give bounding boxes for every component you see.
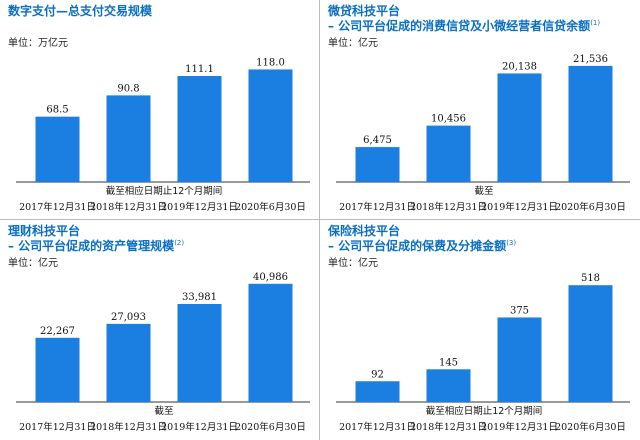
bar-value-label: 90.8 [117,83,139,94]
bar-value-label: 518 [581,273,600,284]
bar-value-label: 145 [439,357,458,368]
footnote-mark: (3) [506,239,517,247]
bar-chart-payments: 68.5 2017年12月31日 90.8 2018年12月31日 111.1 2019年… [16,57,310,213]
chart-subtitle: – 公司平台促成的消费信贷及小微经营者信贷余额(1) [328,17,600,34]
chart-title: 保险科技平台 [328,224,401,238]
category-label: 2018年12月31日 [410,201,487,213]
bar-value-label: 118.0 [256,57,285,68]
panel-insurance-tech: 保险科技平台 – 公司平台促成的保费及分摊金额(3) 单位：亿元 92 2017年… [320,220,640,440]
chart-subtitle: – 公司平台促成的保费及分摊金额(3) [328,237,516,254]
bar [497,317,542,402]
bar [248,69,293,182]
bar-value-label: 68.5 [46,105,68,116]
bar-value-label: 10,456 [431,114,466,125]
category-label: 2018年12月31日 [90,421,167,433]
subtitle-text: – 公司平台促成的保费及分摊金额 [328,239,507,253]
subtitle-text: – 公司平台促成的资产管理规模 [8,239,175,253]
period-label: 截至 [474,185,493,197]
category-label: 2020年6月30日 [555,201,626,213]
unit-label: 单位：亿元 [328,38,378,49]
period-label: 截至 [154,405,173,417]
bar-chart-investment: 22,267 2017年12月31日 27,093 2018年12月31日 33,981… [16,272,310,433]
bar-value-label: 6,475 [363,135,392,146]
bar [106,95,151,182]
bar [177,76,222,182]
bar [248,283,293,402]
divider-vertical [319,0,320,440]
bar [355,381,400,402]
bar-value-label: 21,536 [573,54,608,65]
bar-value-label: 20,138 [502,61,537,72]
bar [35,116,80,182]
bar [106,323,151,402]
bar [355,147,400,182]
bar [497,73,542,182]
period-label: 截至相应日期止12个月期间 [426,405,543,417]
footnote-mark: (2) [174,239,185,247]
category-label: 2019年12月31日 [161,421,238,433]
panel-digital-payments: 数字支付—总支付交易规模 单位：万亿元 68.5 2017年12月31日 90.8 2… [0,0,320,220]
bar-value-label: 27,093 [111,312,146,323]
category-label: 2019年12月31日 [481,201,558,213]
bar [568,285,613,402]
chart-title: 微贷科技平台 [328,4,401,18]
bar-value-label: 92 [371,369,384,380]
unit-label: 单位：万亿元 [8,38,68,49]
category-label: 2020年6月30日 [235,421,306,433]
category-label: 2017年12月31日 [19,421,96,433]
chart-title: 理财科技平台 [8,224,81,238]
category-label: 2017年12月31日 [339,201,416,213]
subtitle-text: – 公司平台促成的消费信贷及小微经营者信贷余额 [328,19,591,33]
category-label: 2017年12月31日 [19,201,96,213]
bar [35,337,80,402]
category-label: 2017年12月31日 [339,421,416,433]
bar [177,304,222,402]
panel-investment-tech: 理财科技平台 – 公司平台促成的资产管理规模(2) 单位：亿元 22,267 20… [0,220,320,440]
category-label: 2019年12月31日 [481,421,558,433]
bar-value-label: 111.1 [185,64,214,75]
bar-value-label: 22,267 [40,326,75,337]
category-label: 2020年6月30日 [555,421,626,433]
chart-title: 数字支付—总支付交易规模 [8,4,153,18]
bar-value-label: 33,981 [182,292,217,303]
bar [426,125,471,182]
divider-horizontal [0,219,640,220]
chart-subtitle: – 公司平台促成的资产管理规模(2) [8,237,184,254]
category-label: 2020年6月30日 [235,201,306,213]
bar [426,369,471,402]
bar-chart-credit: 6,475 2017年12月31日 10,456 2018年12月31日 20,138 2… [336,54,630,213]
unit-label: 单位：亿元 [328,258,378,269]
bar-chart-insurance: 92 2017年12月31日 145 2018年12月31日 375 2019年12月31… [336,273,630,433]
bar [568,65,613,182]
unit-label: 单位：亿元 [8,258,58,269]
footnote-mark: (1) [590,19,601,27]
category-label: 2018年12月31日 [90,201,167,213]
period-label: 截至相应日期止12个月期间 [106,185,223,197]
category-label: 2019年12月31日 [161,201,238,213]
category-label: 2018年12月31日 [410,421,487,433]
bar-value-label: 40,986 [253,272,288,283]
panel-credit-tech: 微贷科技平台 – 公司平台促成的消费信贷及小微经营者信贷余额(1) 单位：亿元 … [320,0,640,220]
bar-value-label: 375 [510,305,529,316]
